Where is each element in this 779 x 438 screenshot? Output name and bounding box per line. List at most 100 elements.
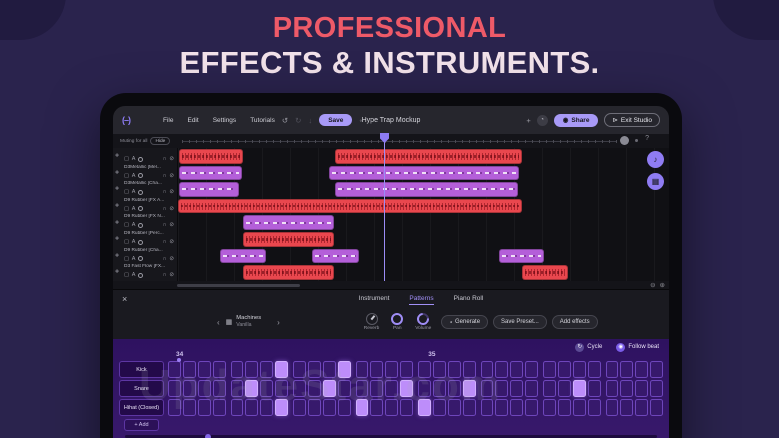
automation-icon[interactable]: A [131,156,136,163]
record-icon[interactable]: ▢ [124,239,130,246]
step-cell[interactable] [400,361,413,378]
step-cell[interactable] [293,399,306,416]
step-cell[interactable] [260,361,274,378]
record-icon[interactable]: ▢ [124,222,130,229]
step-cell[interactable] [197,361,211,378]
step-cell[interactable] [620,380,634,397]
move-icon[interactable]: + [115,252,120,260]
step-cell[interactable] [293,380,306,397]
step-cell[interactable] [385,380,399,397]
prev-preset-icon[interactable]: ‹ [217,317,220,327]
tab-patterns[interactable]: Patterns [409,295,434,305]
step-cell[interactable] [543,399,556,416]
audio-clip[interactable] [335,182,518,197]
step-cell[interactable] [495,361,509,378]
record-icon[interactable]: ▢ [124,205,130,212]
mute-icon[interactable]: ⊘ [169,156,174,163]
reverb-knob-dial[interactable] [365,312,378,325]
follow-beat-button[interactable]: ◉ Follow beat [616,342,659,352]
next-preset-icon[interactable]: › [277,317,280,327]
save-button[interactable]: Save [319,114,353,126]
step-cell-active[interactable] [400,380,413,397]
history-icon[interactable]: ◔ [536,114,548,126]
mute-icon[interactable]: ⊘ [169,189,174,196]
knob-reverb[interactable]: Reverb [364,312,379,331]
beat-label-snare[interactable]: Snare [119,380,164,397]
mute-icon[interactable]: ⊘ [169,172,174,179]
automation-icon[interactable]: A [131,239,136,246]
step-cell[interactable] [230,361,244,378]
step-cell[interactable] [605,380,619,397]
beat-label-kick[interactable]: Kick [119,361,164,378]
move-icon[interactable]: + [115,169,120,177]
track-row[interactable]: + D3Metallic [Cha... ▢ A ∩ ⊘ [113,181,177,198]
step-cell[interactable] [182,361,196,378]
step-cell[interactable] [212,361,226,378]
step-cell[interactable] [447,399,461,416]
step-cell[interactable] [182,399,196,416]
step-cell[interactable] [557,380,571,397]
step-cell[interactable] [260,380,274,397]
step-cell[interactable] [197,399,211,416]
step-cell[interactable] [605,399,619,416]
step-cell[interactable] [462,361,476,378]
beat-scrollbar-handle[interactable] [204,433,211,438]
step-cell[interactable] [635,399,649,416]
step-cell-active[interactable] [322,380,336,397]
record-icon[interactable]: ▢ [124,189,130,196]
clips-timeline[interactable] [178,148,669,281]
record-icon[interactable]: ▢ [124,156,130,163]
add-effectsbutton[interactable]: Add effects [551,315,598,329]
step-cell[interactable] [572,361,586,378]
step-cell[interactable] [480,380,494,397]
step-cell[interactable] [587,399,601,416]
step-cell[interactable] [260,399,274,416]
exit-studio-button[interactable]: ⊳ Exit Studio [604,113,660,127]
pan-knob-dial[interactable] [391,312,404,325]
cycle-button[interactable]: ↻ Cycle [575,342,602,352]
add-row-button[interactable]: + Add [124,419,159,431]
step-cell[interactable] [245,399,259,416]
mute-icon[interactable]: ⊘ [169,255,174,262]
hide-button[interactable]: Hide [150,137,171,145]
step-cell[interactable] [510,399,524,416]
headphones-icon[interactable]: ∩ [162,205,167,212]
generatebutton[interactable]: ⋆ Generate [441,315,489,329]
step-cell[interactable] [230,380,244,397]
step-cell[interactable] [168,399,181,416]
step-cell[interactable] [543,361,556,378]
knob-volume[interactable]: Volume [414,310,432,331]
automation-icon[interactable]: A [131,272,136,279]
beat-scrollbar[interactable] [125,433,657,438]
step-cell[interactable] [370,380,384,397]
automation-icon[interactable]: A [131,189,136,196]
step-cell[interactable] [212,399,226,416]
playhead-handle[interactable] [380,133,389,143]
audio-clip[interactable] [220,248,266,264]
step-cell[interactable] [480,399,494,416]
step-cell[interactable] [370,361,384,378]
step-cell[interactable] [275,380,288,397]
step-cell[interactable] [322,399,336,416]
step-cell-active[interactable] [355,399,369,416]
step-cell[interactable] [307,380,321,397]
step-cell[interactable] [212,380,226,397]
track-row[interactable]: + ▢ A ∩ ⊘ [113,148,177,165]
step-cell[interactable] [355,361,369,378]
beat-label-hihat-closed-[interactable]: Hihat (Closed) [119,399,164,416]
step-cell[interactable] [495,399,509,416]
help-icon[interactable]: ? [645,135,649,142]
step-cell[interactable] [480,361,494,378]
knob-icon[interactable] [137,206,143,212]
step-cell[interactable] [418,380,431,397]
knob-icon[interactable] [137,189,143,195]
headphones-icon[interactable]: ∩ [162,255,167,262]
move-icon[interactable]: + [115,219,120,227]
zoom-in-icon[interactable]: ⊕ [659,282,665,289]
audio-clip[interactable] [312,248,359,264]
step-cell[interactable] [543,380,556,397]
knob-icon[interactable] [137,156,143,162]
automation-icon[interactable]: A [131,172,136,179]
step-cell[interactable] [462,399,476,416]
audio-clip[interactable] [179,165,242,181]
